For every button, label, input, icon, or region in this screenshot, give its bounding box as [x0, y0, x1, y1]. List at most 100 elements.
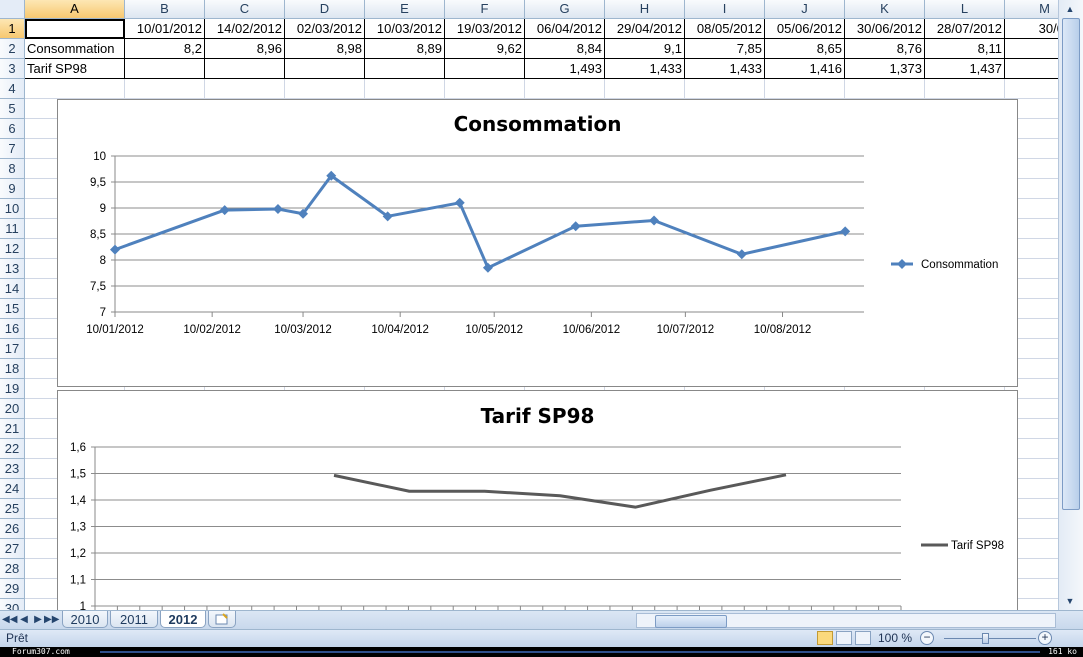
- horizontal-scrollbar[interactable]: [636, 613, 1056, 628]
- row-header-30[interactable]: 30: [0, 599, 25, 610]
- row-header-2[interactable]: 2: [0, 39, 25, 59]
- row-header-7[interactable]: 7: [0, 139, 25, 159]
- column-header-i[interactable]: I: [685, 0, 765, 19]
- cell-k2[interactable]: 8,76: [845, 39, 925, 59]
- column-header-e[interactable]: E: [365, 0, 445, 19]
- row-header-16[interactable]: 16: [0, 319, 25, 339]
- cell-m2[interactable]: [1005, 39, 1058, 59]
- first-sheet-icon[interactable]: ◀◀: [2, 614, 18, 625]
- cell-d1[interactable]: 02/03/2012: [285, 19, 365, 39]
- row-header-26[interactable]: 26: [0, 519, 25, 539]
- row-header-23[interactable]: 23: [0, 459, 25, 479]
- cell-m1[interactable]: 30/08/2: [1005, 19, 1058, 39]
- row-header-12[interactable]: 12: [0, 239, 25, 259]
- row-header-8[interactable]: 8: [0, 159, 25, 179]
- row-header-1[interactable]: 1: [0, 19, 25, 39]
- cell-l3[interactable]: 1,437: [925, 59, 1005, 79]
- column-header-a[interactable]: A: [25, 0, 125, 19]
- last-sheet-icon[interactable]: ▶▶: [44, 614, 60, 625]
- cell-g3[interactable]: 1,493: [525, 59, 605, 79]
- normal-view-icon[interactable]: [817, 631, 833, 645]
- row-header-25[interactable]: 25: [0, 499, 25, 519]
- row-header-11[interactable]: 11: [0, 219, 25, 239]
- row-header-10[interactable]: 10: [0, 199, 25, 219]
- zoom-slider-track[interactable]: [944, 638, 1036, 639]
- tarif-sp98-chart[interactable]: Tarif SP98 1 1,1 1,2 1,3 1,4 1,5 1,6 Tarif SP98: [57, 390, 1018, 610]
- column-header-k[interactable]: K: [845, 0, 925, 19]
- cell-i2[interactable]: 7,85: [685, 39, 765, 59]
- row-header-3[interactable]: 3: [0, 59, 25, 79]
- tab-2012[interactable]: 2012: [160, 611, 206, 628]
- row-header-15[interactable]: 15: [0, 299, 25, 319]
- cell-a1[interactable]: [25, 19, 125, 39]
- cell-g1[interactable]: 06/04/2012: [525, 19, 605, 39]
- cell-g2[interactable]: 8,84: [525, 39, 605, 59]
- cell-f3[interactable]: [445, 59, 525, 79]
- cell-l1[interactable]: 28/07/2012: [925, 19, 1005, 39]
- vertical-scrollbar[interactable]: ▲ ▼: [1058, 0, 1083, 610]
- row-header-5[interactable]: 5: [0, 99, 25, 119]
- row-header-14[interactable]: 14: [0, 279, 25, 299]
- column-header-b[interactable]: B: [125, 0, 205, 19]
- column-header-j[interactable]: J: [765, 0, 845, 19]
- row-header-22[interactable]: 22: [0, 439, 25, 459]
- cell-i1[interactable]: 08/05/2012: [685, 19, 765, 39]
- cell-l2[interactable]: 8,11: [925, 39, 1005, 59]
- row-header-9[interactable]: 9: [0, 179, 25, 199]
- cell-c1[interactable]: 14/02/2012: [205, 19, 285, 39]
- vertical-scroll-thumb[interactable]: [1062, 18, 1080, 510]
- row-header-27[interactable]: 27: [0, 539, 25, 559]
- row-header-6[interactable]: 6: [0, 119, 25, 139]
- insert-sheet-icon[interactable]: [208, 611, 236, 628]
- column-header-g[interactable]: G: [525, 0, 605, 19]
- cell-j2[interactable]: 8,65: [765, 39, 845, 59]
- cell-b2[interactable]: 8,2: [125, 39, 205, 59]
- page-layout-view-icon[interactable]: [836, 631, 852, 645]
- row-header-20[interactable]: 20: [0, 399, 25, 419]
- column-header-m[interactable]: M: [1005, 0, 1058, 19]
- row-header-17[interactable]: 17: [0, 339, 25, 359]
- row-header-28[interactable]: 28: [0, 559, 25, 579]
- next-sheet-icon[interactable]: ▶: [34, 614, 42, 625]
- cell-j3[interactable]: 1,416: [765, 59, 845, 79]
- column-header-h[interactable]: H: [605, 0, 685, 19]
- cell-h1[interactable]: 29/04/2012: [605, 19, 685, 39]
- cell-b3[interactable]: [125, 59, 205, 79]
- cell-a2[interactable]: Consommation: [25, 39, 125, 59]
- column-header-c[interactable]: C: [205, 0, 285, 19]
- scroll-up-icon[interactable]: ▲: [1065, 4, 1075, 14]
- row-header-19[interactable]: 19: [0, 379, 25, 399]
- horizontal-scroll-thumb[interactable]: [655, 615, 727, 628]
- row-header-21[interactable]: 21: [0, 419, 25, 439]
- cell-b1[interactable]: 10/01/2012: [125, 19, 205, 39]
- cell-f2[interactable]: 9,62: [445, 39, 525, 59]
- row-header-18[interactable]: 18: [0, 359, 25, 379]
- cell-e1[interactable]: 10/03/2012: [365, 19, 445, 39]
- column-header-d[interactable]: D: [285, 0, 365, 19]
- row-header-13[interactable]: 13: [0, 259, 25, 279]
- zoom-out-icon[interactable]: −: [920, 631, 934, 645]
- column-header-f[interactable]: F: [445, 0, 525, 19]
- cell-h3[interactable]: 1,433: [605, 59, 685, 79]
- zoom-slider-thumb[interactable]: [982, 633, 989, 644]
- cell-m3[interactable]: 1: [1005, 59, 1058, 79]
- scroll-down-icon[interactable]: ▼: [1065, 596, 1075, 606]
- row-header-29[interactable]: 29: [0, 579, 25, 599]
- cell-h2[interactable]: 9,1: [605, 39, 685, 59]
- column-header-l[interactable]: L: [925, 0, 1005, 19]
- cell-f1[interactable]: 19/03/2012: [445, 19, 525, 39]
- zoom-level[interactable]: 100 %: [878, 631, 913, 645]
- cell-e2[interactable]: 8,89: [365, 39, 445, 59]
- cell-c3[interactable]: [205, 59, 285, 79]
- tab-2011[interactable]: 2011: [110, 611, 158, 628]
- cell-a3[interactable]: Tarif SP98: [25, 59, 125, 79]
- consommation-chart[interactable]: Consommation 7 7,5 8 8,5 9 9,5 10 10/01/2012 10/…: [57, 99, 1018, 387]
- page-break-view-icon[interactable]: [855, 631, 871, 645]
- tab-2010[interactable]: 2010: [62, 611, 108, 628]
- cell-e3[interactable]: [365, 59, 445, 79]
- cell-d2[interactable]: 8,98: [285, 39, 365, 59]
- cell-j1[interactable]: 05/06/2012: [765, 19, 845, 39]
- prev-sheet-icon[interactable]: ◀: [20, 614, 28, 625]
- cell-i3[interactable]: 1,433: [685, 59, 765, 79]
